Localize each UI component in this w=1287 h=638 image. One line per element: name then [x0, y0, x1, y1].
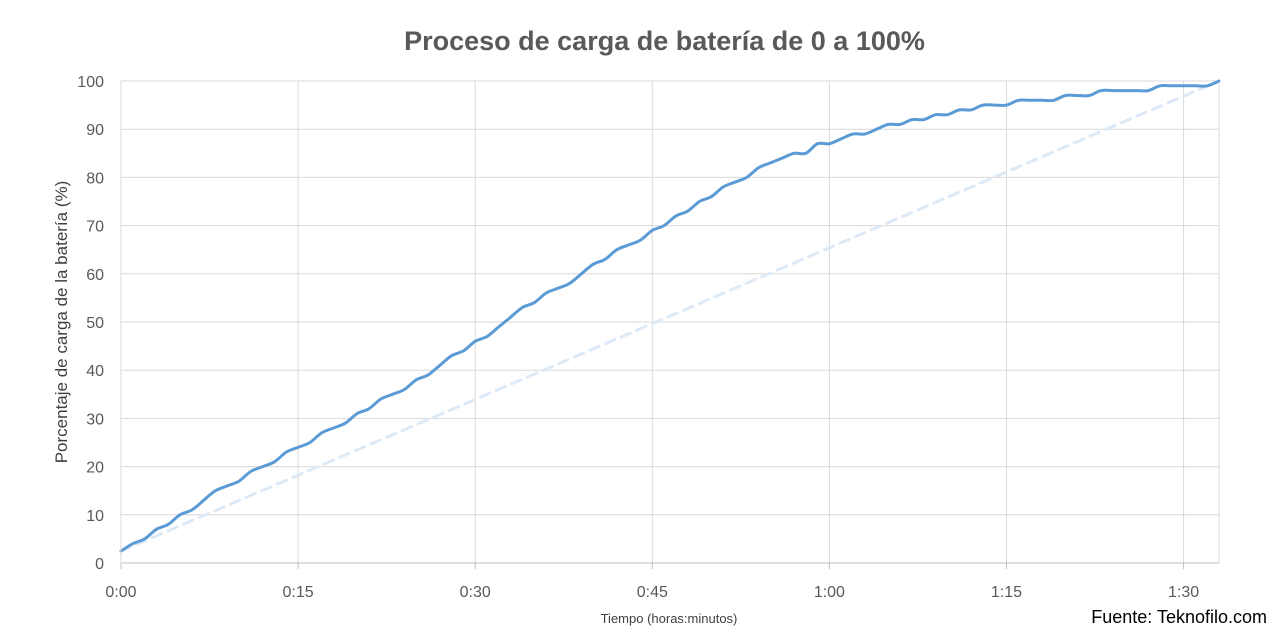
- grid-lines: [120, 80, 1220, 564]
- x-tick-label: 0:45: [637, 584, 668, 601]
- y-tick-label: 80: [86, 170, 104, 187]
- y-tick-label: 40: [86, 363, 104, 380]
- y-tick-label: 60: [86, 267, 104, 284]
- x-tick-label: 1:00: [814, 584, 845, 601]
- y-tick-label: 70: [86, 219, 104, 236]
- y-tick-label: 100: [77, 74, 104, 91]
- x-tick-label: 0:00: [105, 584, 136, 601]
- x-tick-label: 0:15: [283, 584, 314, 601]
- y-axis-label: Porcentaje de carga de la batería (%): [52, 181, 71, 464]
- x-tick-label: 0:30: [460, 584, 491, 601]
- y-tick-label: 0: [95, 556, 104, 573]
- chart-title: Proceso de carga de batería de 0 a 100%: [404, 26, 925, 56]
- y-tick-label: 30: [86, 411, 104, 428]
- x-tick-label: 1:15: [991, 584, 1022, 601]
- x-tick-label: 1:30: [1168, 584, 1199, 601]
- x-axis-label: Tiempo (horas:minutos): [601, 611, 738, 626]
- source-credit: Fuente: Teknofilo.com: [1091, 607, 1267, 627]
- charge-curve-line: [119, 79, 1221, 553]
- y-tick-label: 90: [86, 122, 104, 139]
- axes: 0 10 20 30 40 50 60 70 80 90 100 0:00 0:15 0:30 0:45 1:…: [77, 74, 1219, 601]
- y-tick-label: 10: [86, 508, 104, 525]
- series-group: [119, 79, 1221, 553]
- y-tick-label: 50: [86, 315, 104, 332]
- y-tick-label: 20: [86, 460, 104, 477]
- linear-reference-line: [119, 79, 1221, 553]
